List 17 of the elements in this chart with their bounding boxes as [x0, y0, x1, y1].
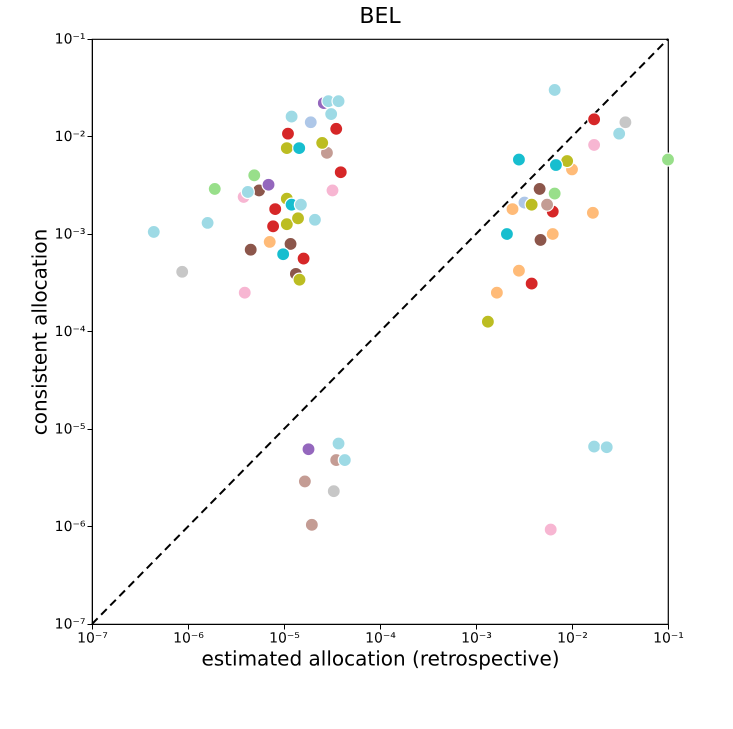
y-tick-label: 10⁻² — [54, 129, 86, 145]
x-tick-label: 10⁻³ — [461, 630, 492, 646]
x-tick-label: 10⁻² — [557, 630, 588, 646]
y-tick-label: 10⁻¹ — [54, 32, 86, 48]
y-tick-label: 10⁻⁷ — [54, 616, 86, 632]
y-axis-title: consistent allocation — [28, 228, 52, 436]
chart-title: BEL — [359, 4, 402, 29]
x-tick-label: 10⁻⁶ — [173, 630, 204, 646]
y-tick-label: 10⁻⁴ — [54, 324, 86, 340]
x-tick-label: 10⁻⁴ — [365, 630, 396, 646]
x-tick-label: 10⁻⁷ — [77, 630, 108, 646]
y-tick-label: 10⁻⁵ — [54, 422, 86, 438]
y-tick-label: 10⁻⁶ — [54, 519, 86, 535]
y-tick-label: 10⁻³ — [54, 226, 86, 242]
x-axis-title: estimated allocation (retrospective) — [201, 646, 560, 670]
x-tick-label: 10⁻⁵ — [269, 630, 300, 646]
x-tick-label: 10⁻¹ — [653, 630, 684, 646]
